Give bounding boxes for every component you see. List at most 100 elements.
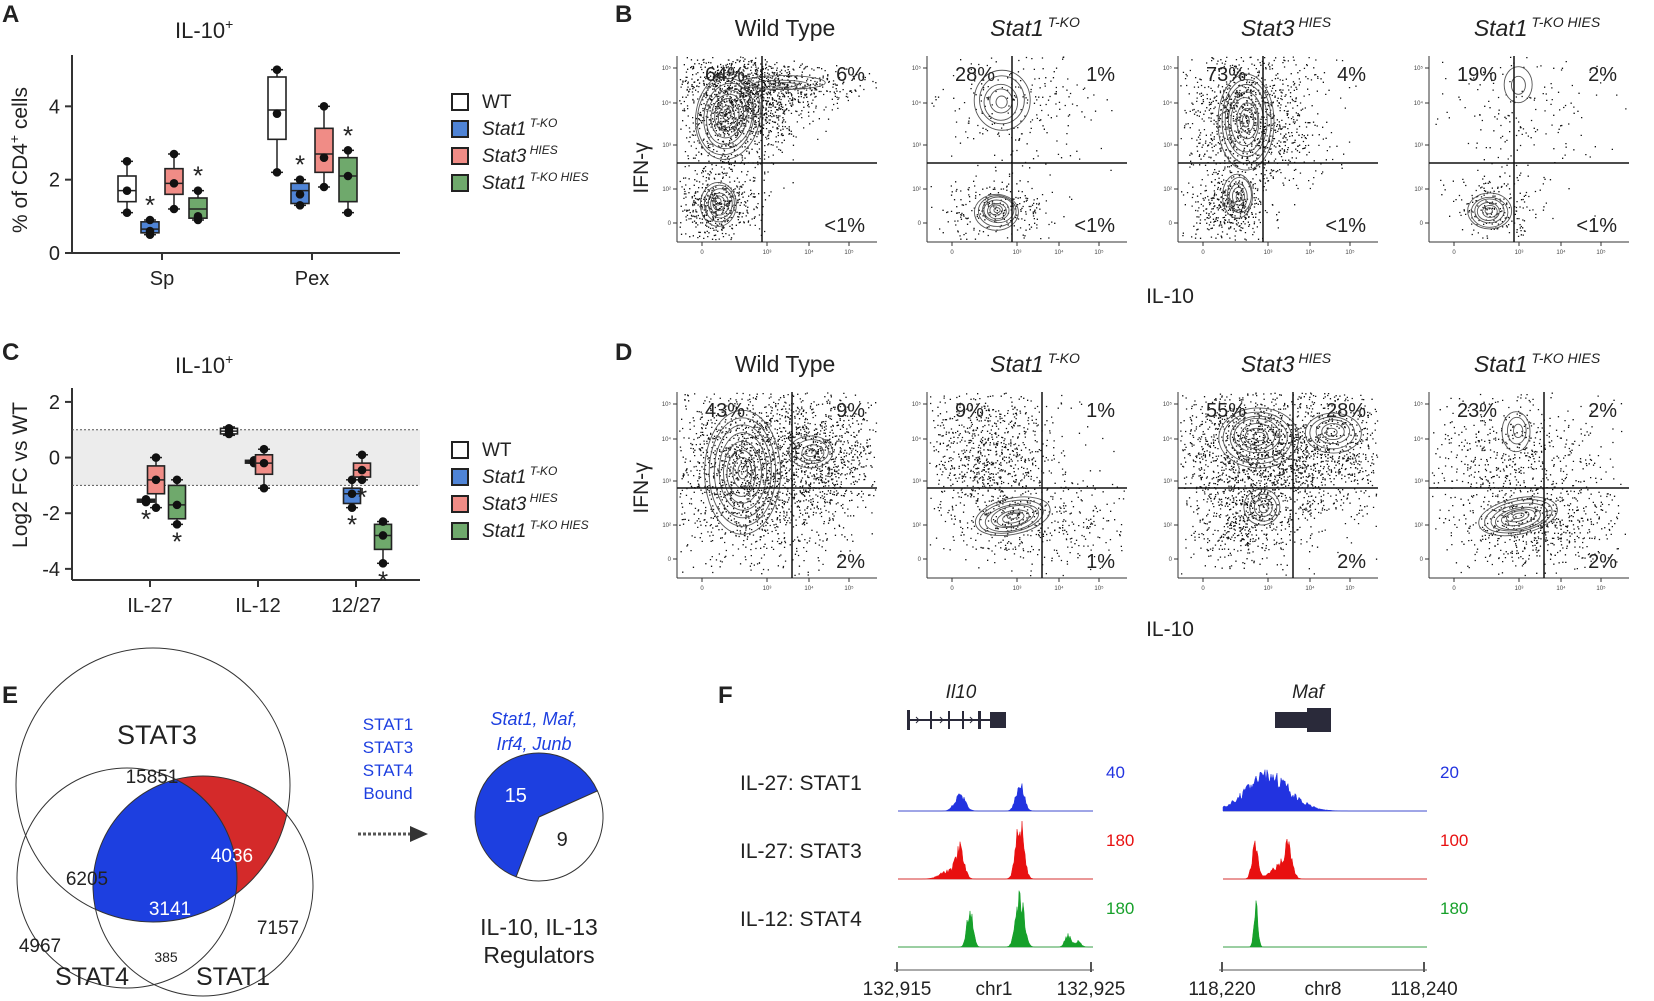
quadrant-ul: 64%: [705, 64, 745, 86]
coord-axis-chr8: 118,220 chr8 118,240: [1188, 962, 1458, 1000]
significance-star: *: [141, 504, 151, 534]
venn-label-stat4: STAT4: [55, 963, 129, 991]
flow-plot-title: Stat1 T-KO: [990, 14, 1080, 41]
svg-text:Stat3 HIES: Stat3 HIES: [482, 491, 558, 515]
quadrant-lr: 2%: [1337, 551, 1366, 573]
box-wt: [267, 65, 287, 177]
data-point: [357, 450, 367, 460]
x-tick-label: 12/27: [331, 595, 381, 617]
flow-y-tick: 0: [1420, 221, 1424, 227]
panel-e: E STAT3 STAT4 STAT1 15851 6205 3141 4036…: [2, 647, 604, 997]
box-stat1-t-ko: *: [136, 495, 156, 534]
venn-count-stat4-only: 4967: [19, 936, 61, 957]
venn-count-all-three: 3141: [149, 899, 191, 920]
track-scale: 180: [1106, 831, 1134, 850]
pie-slice-label: 15: [505, 785, 527, 807]
flow-y-tick: 10⁴: [662, 436, 672, 443]
pie-slice: [474, 752, 599, 878]
flow-y-tick: 0: [918, 221, 922, 227]
flow-y-tick: 10²: [662, 187, 671, 193]
track-scale: 180: [1440, 899, 1468, 918]
box-stat1-t-ko: *: [290, 150, 310, 210]
bound-line-1: STAT1: [363, 715, 413, 734]
pie-chart: 15 9: [474, 752, 604, 882]
box-stat1-t-ko-hies: *: [338, 120, 358, 217]
signal-track: [898, 890, 1093, 948]
flow-x-tick: 10⁵: [844, 249, 854, 256]
flow-y-tick: 0: [1420, 557, 1424, 563]
bound-line-4: Bound: [363, 784, 412, 803]
venn-circle-stat4: [16, 767, 238, 989]
panel-d: D IFN-γ IL-10 Wild Type 10⁵ 10⁴ 10³ 10² 0 0 10³…: [615, 339, 1629, 641]
flow-x-tick: 0: [950, 586, 954, 592]
box-stat1-t-ko: *: [140, 190, 160, 239]
data-point: [169, 149, 179, 159]
x-tick-label: Pex: [295, 268, 329, 290]
flow-y-tick: 10⁴: [1414, 100, 1424, 107]
data-point: [343, 208, 353, 217]
track-label: IL-27: STAT1: [740, 772, 862, 795]
panel-b-xlabel: IL-10: [1146, 285, 1194, 308]
flow-x-tick: 10⁵: [1094, 249, 1104, 256]
data-point: [272, 65, 282, 74]
significance-star: *: [378, 565, 388, 595]
flow-y-tick: 0: [918, 557, 922, 563]
y-tick-label: -4: [42, 559, 60, 581]
panel-a-ylabel: % of CD4+ cells: [6, 87, 32, 233]
data-point: [172, 520, 182, 529]
flow-x-tick: 0: [1201, 250, 1205, 256]
coord-chr8-end: 118,240: [1390, 979, 1457, 1000]
signal-track: [1222, 769, 1427, 812]
panel-e-label: E: [2, 682, 18, 709]
track-scale: 180: [1106, 899, 1134, 918]
panel-a-chart: 0 2 4 Sp * * Pex * *: [49, 65, 358, 290]
coord-axis-chr1: 132,915 chr1 132,925: [863, 962, 1126, 1000]
venn-count-stat3-stat1: 4036: [211, 846, 253, 867]
flow-plot-title: Stat3 HIES: [1241, 350, 1332, 377]
flow-y-tick: 10³: [662, 143, 671, 149]
svg-text:Stat1 T-KO: Stat1 T-KO: [482, 464, 557, 488]
flow-y-tick: 10²: [1163, 187, 1172, 193]
flow-y-tick: 10²: [1414, 523, 1423, 529]
venn-label-stat3: STAT3: [117, 720, 197, 750]
quadrant-lr: <1%: [824, 215, 865, 237]
flow-y-tick: 10⁵: [912, 65, 922, 72]
data-point: [343, 171, 353, 181]
quadrant-ur: 4%: [1337, 64, 1366, 86]
flow-x-tick: 10³: [1264, 586, 1273, 592]
significance-star: *: [295, 150, 305, 180]
flow-plot: Stat3 HIES 10⁵ 10⁴ 10³ 10² 0 0 10³ 10⁴ 10⁵ 55% 28% 2…: [1163, 350, 1379, 592]
flow-y-tick: 10²: [912, 523, 921, 529]
pie-caption-line-1: IL-10, IL-13: [480, 914, 598, 940]
flow-y-tick: 10³: [912, 143, 921, 149]
venn-count-stat3-stat4: 6205: [66, 869, 108, 890]
svg-text:Stat1 T-KO: Stat1 T-KO: [482, 116, 557, 140]
pie-slice-label: 9: [557, 829, 568, 851]
signal-track: [1223, 900, 1427, 948]
data-point: [295, 190, 305, 199]
flow-y-tick: 10³: [1163, 143, 1172, 149]
data-point: [319, 182, 329, 192]
venn-label-stat1: STAT1: [196, 963, 270, 991]
flow-y-tick: 10⁵: [662, 401, 672, 408]
flow-plot: Stat3 HIES 10⁵ 10⁴ 10³ 10² 0 0 10³ 10⁴ 10⁵ 73% 4% <1…: [1163, 14, 1378, 256]
box-wt: [117, 157, 137, 217]
coord-chr1-end: 132,925: [1057, 979, 1126, 1000]
y-tick-label: 2: [49, 170, 60, 192]
legend-entry: Stat1 T-KO HIES: [451, 518, 589, 542]
venn-circle-stat1: [92, 775, 314, 997]
panel-a-label: A: [2, 1, 19, 28]
flow-plot: Wild Type 10⁵ 10⁴ 10³ 10² 0 0 10³ 10⁴ 10⁵ 64% 6% <1%: [662, 15, 877, 256]
track-scale: 20: [1440, 763, 1459, 782]
legend-entry: Stat1 T-KO: [451, 116, 557, 140]
signal-track: [898, 821, 1093, 880]
flow-y-tick: 10²: [1414, 187, 1423, 193]
quadrant-ur: 9%: [836, 400, 865, 422]
panel-f-label: F: [718, 682, 733, 709]
flow-y-tick: 10⁵: [1163, 65, 1173, 72]
x-tick-label: Sp: [150, 268, 174, 290]
venn-circle-stat3: [15, 647, 291, 923]
panel-d-ylabel: IFN-γ: [630, 462, 653, 514]
panel-b-label: B: [615, 1, 632, 28]
